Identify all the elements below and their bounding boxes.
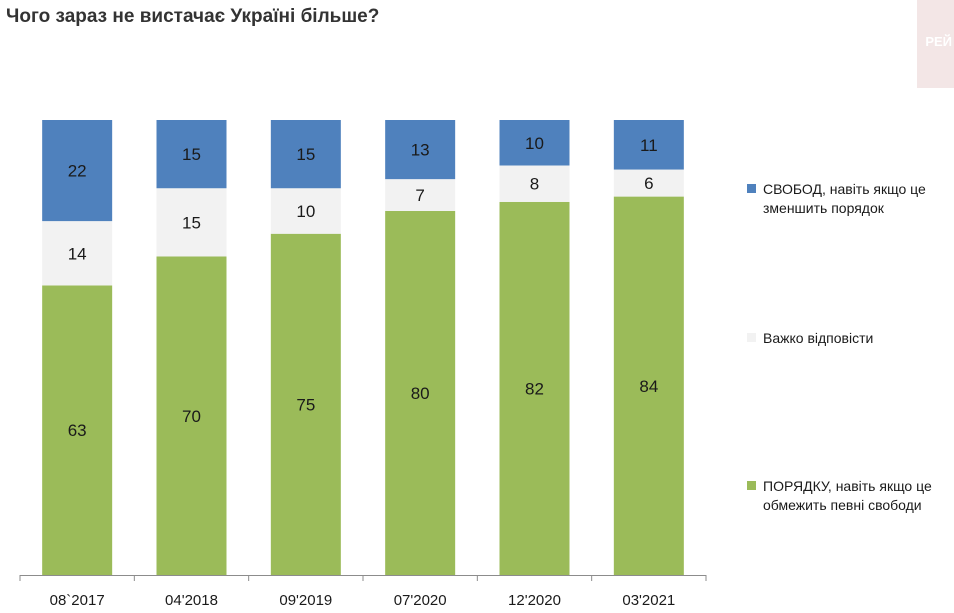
chart-title: Чого зараз не вистачає Україні більше? [6,6,380,27]
legend-swatch-freedom [747,184,756,193]
bar-segment-order [42,285,113,575]
bar-segment-hard [499,165,570,202]
data-label-order: 63 [68,421,87,440]
data-label-freedom: 15 [296,145,315,164]
bar-segment-freedom [385,120,456,180]
x-tick-label: 03'2021 [622,592,675,609]
bar-segment-hard [156,188,227,257]
bar-segment-freedom [42,120,113,222]
bar-segment-order [499,201,570,575]
legend-swatch-hard [747,333,756,342]
bar-segment-hard [613,169,684,197]
data-label-hard: 7 [415,186,424,205]
bar-segment-order [613,196,684,575]
data-label-freedom: 10 [525,134,544,153]
bar-segment-hard [270,188,341,234]
data-label-freedom: 11 [640,136,658,155]
bar-segment-freedom [613,120,684,170]
bar-segment-order [270,233,341,575]
bar-segment-hard [42,221,113,286]
corner-logo: РЕЙ [917,0,954,88]
bar-segment-order [385,211,456,575]
legend-label-freedom: СВОБОД, навіть якщо це зменшить порядок [763,181,926,216]
data-label-hard: 10 [296,202,315,221]
data-label-order: 75 [296,395,315,414]
x-tick-label: 04'2018 [165,592,218,609]
bar-segment-hard [385,179,456,211]
x-tick-label: 09'2019 [279,592,332,609]
legend-label-order: ПОРЯДКУ, навіть якщо це обмежить певні с… [763,478,932,513]
data-label-freedom: 22 [68,162,87,181]
bar-segment-order [156,256,227,575]
data-label-freedom: 15 [182,145,201,164]
data-label-order: 70 [182,407,201,426]
data-label-freedom: 13 [411,141,430,160]
data-label-order: 80 [411,384,430,403]
data-label-hard: 6 [644,174,653,193]
data-label-hard: 14 [68,244,87,263]
bar-segment-freedom [270,120,341,189]
bar-segment-freedom [156,120,227,189]
data-label-order: 82 [525,379,544,398]
legend-label-hard: Важко відповісти [763,330,874,346]
data-label-hard: 15 [182,213,201,232]
x-tick-label: 08`2017 [50,592,105,609]
data-label-order: 84 [639,377,658,396]
x-tick-label: 07'2020 [394,592,447,609]
corner-logo-text: РЕЙ [925,34,952,49]
x-tick-label: 12'2020 [508,592,561,609]
data-label-hard: 8 [530,175,539,194]
bar-segment-freedom [499,120,570,166]
legend-swatch-order [747,481,756,490]
